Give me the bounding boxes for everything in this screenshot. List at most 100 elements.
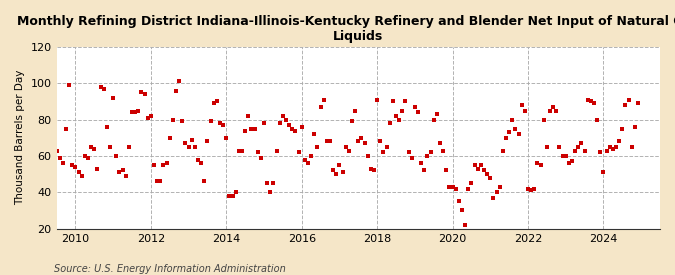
Point <box>180 141 191 145</box>
Point <box>271 148 282 153</box>
Point <box>265 190 275 194</box>
Point <box>287 126 298 131</box>
Point <box>516 103 527 107</box>
Text: Source: U.S. Energy Information Administration: Source: U.S. Energy Information Administ… <box>54 264 286 274</box>
Point <box>538 117 549 122</box>
Point <box>48 145 59 149</box>
Point <box>541 145 552 149</box>
Point <box>196 161 207 166</box>
Point <box>412 110 423 115</box>
Point <box>456 208 467 213</box>
Point <box>76 174 87 178</box>
Point <box>611 145 622 149</box>
Point <box>42 166 53 171</box>
Point <box>479 168 489 173</box>
Point <box>281 117 292 122</box>
Point <box>595 150 605 155</box>
Point <box>482 172 493 176</box>
Point <box>293 150 304 155</box>
Point <box>89 147 100 151</box>
Point <box>356 136 367 140</box>
Point <box>192 157 203 162</box>
Point <box>522 186 533 191</box>
Point <box>532 161 543 166</box>
Point <box>384 121 395 125</box>
Point <box>494 185 505 189</box>
Point <box>460 223 470 227</box>
Point <box>416 161 427 166</box>
Point <box>155 179 165 184</box>
Point <box>161 161 172 166</box>
Point <box>108 96 119 100</box>
Point <box>359 141 370 145</box>
Point <box>334 163 345 167</box>
Point <box>111 154 122 158</box>
Point <box>497 148 508 153</box>
Point <box>234 148 244 153</box>
Point <box>463 186 474 191</box>
Point <box>488 196 499 200</box>
Point <box>387 99 398 104</box>
Point <box>133 108 144 113</box>
Point <box>328 168 339 173</box>
Point <box>57 161 68 166</box>
Point <box>450 186 461 191</box>
Point <box>152 179 163 184</box>
Point <box>472 166 483 171</box>
Point <box>331 172 342 176</box>
Point <box>381 145 392 149</box>
Point <box>623 97 634 102</box>
Point <box>171 88 182 93</box>
Point <box>626 145 637 149</box>
Point <box>344 148 354 153</box>
Point <box>614 139 624 144</box>
Point <box>632 101 643 106</box>
Y-axis label: Thousand Barrels per Day: Thousand Barrels per Day <box>15 70 25 205</box>
Point <box>158 163 169 167</box>
Point <box>309 132 320 136</box>
Point <box>82 156 93 160</box>
Point <box>365 166 376 171</box>
Point <box>362 154 373 158</box>
Point <box>535 163 546 167</box>
Point <box>447 185 458 189</box>
Point <box>315 105 326 109</box>
Point <box>566 159 577 164</box>
Point <box>406 156 417 160</box>
Point <box>221 136 232 140</box>
Point <box>570 148 580 153</box>
Point <box>259 121 269 125</box>
Point <box>529 186 540 191</box>
Point <box>35 87 46 91</box>
Point <box>120 174 131 178</box>
Point <box>61 126 72 131</box>
Point <box>353 139 364 144</box>
Point <box>139 92 150 96</box>
Point <box>262 181 273 185</box>
Point <box>564 161 574 166</box>
Point <box>240 128 250 133</box>
Point <box>302 161 313 166</box>
Point <box>526 188 537 193</box>
Point <box>224 194 235 198</box>
Point <box>38 163 49 167</box>
Point <box>124 145 134 149</box>
Point <box>391 114 402 118</box>
Point <box>246 126 256 131</box>
Point <box>403 150 414 155</box>
Point <box>321 139 332 144</box>
Point <box>296 125 307 129</box>
Point <box>199 179 210 184</box>
Point <box>513 132 524 136</box>
Point <box>545 108 556 113</box>
Point <box>475 163 486 167</box>
Point <box>560 154 571 158</box>
Point <box>617 126 628 131</box>
Point <box>105 145 115 149</box>
Point <box>608 147 618 151</box>
Point <box>601 148 612 153</box>
Point <box>101 125 112 129</box>
Point <box>274 121 285 125</box>
Point <box>167 117 178 122</box>
Point <box>350 108 360 113</box>
